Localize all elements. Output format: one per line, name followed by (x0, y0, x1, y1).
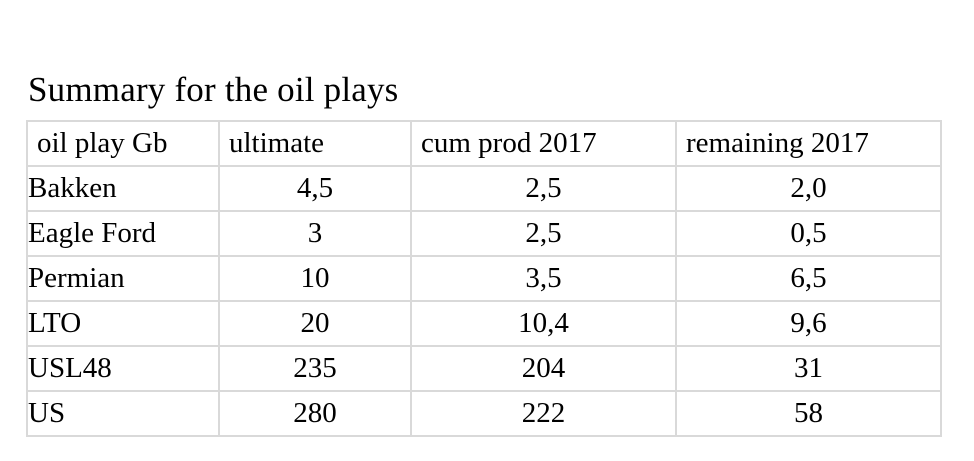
value-cell: 58 (675, 390, 942, 437)
col-header-cum-prod-2017: cum prod 2017 (410, 120, 677, 167)
table-body: Bakken 4,5 2,5 2,0 Eagle Ford 3 2,5 0,5 Permian 1… (26, 165, 942, 437)
table-row: Eagle Ford 3 2,5 0,5 (26, 210, 942, 257)
table-row: USL48 235 204 31 (26, 345, 942, 392)
oil-play-name-cell: Permian (26, 255, 220, 302)
oil-play-name-cell: Eagle Ford (26, 210, 220, 257)
table-row: US 280 222 58 (26, 390, 942, 437)
value-cell: 9,6 (675, 300, 942, 347)
col-header-ultimate: ultimate (218, 120, 412, 167)
value-cell: 10,4 (410, 300, 677, 347)
value-cell: 2,5 (410, 210, 677, 257)
table-header-row: oil play Gb ultimate cum prod 2017 remai… (26, 120, 942, 167)
page-title: Summary for the oil plays (28, 70, 399, 109)
oil-plays-table: oil play Gb ultimate cum prod 2017 remai… (26, 120, 942, 437)
value-cell: 204 (410, 345, 677, 392)
value-cell: 3 (218, 210, 412, 257)
value-cell: 4,5 (218, 165, 412, 212)
value-cell: 2,5 (410, 165, 677, 212)
value-cell: 280 (218, 390, 412, 437)
value-cell: 235 (218, 345, 412, 392)
value-cell: 222 (410, 390, 677, 437)
oil-play-name-cell: USL48 (26, 345, 220, 392)
value-cell: 10 (218, 255, 412, 302)
col-header-remaining-2017: remaining 2017 (675, 120, 942, 167)
oil-play-name-cell: US (26, 390, 220, 437)
table-row: Bakken 4,5 2,5 2,0 (26, 165, 942, 212)
table-row: LTO 20 10,4 9,6 (26, 300, 942, 347)
col-header-oil-play: oil play Gb (26, 120, 220, 167)
value-cell: 31 (675, 345, 942, 392)
table-header: oil play Gb ultimate cum prod 2017 remai… (26, 120, 942, 167)
value-cell: 0,5 (675, 210, 942, 257)
value-cell: 3,5 (410, 255, 677, 302)
table-row: Permian 10 3,5 6,5 (26, 255, 942, 302)
value-cell: 20 (218, 300, 412, 347)
oil-play-name-cell: LTO (26, 300, 220, 347)
value-cell: 6,5 (675, 255, 942, 302)
value-cell: 2,0 (675, 165, 942, 212)
oil-play-name-cell: Bakken (26, 165, 220, 212)
